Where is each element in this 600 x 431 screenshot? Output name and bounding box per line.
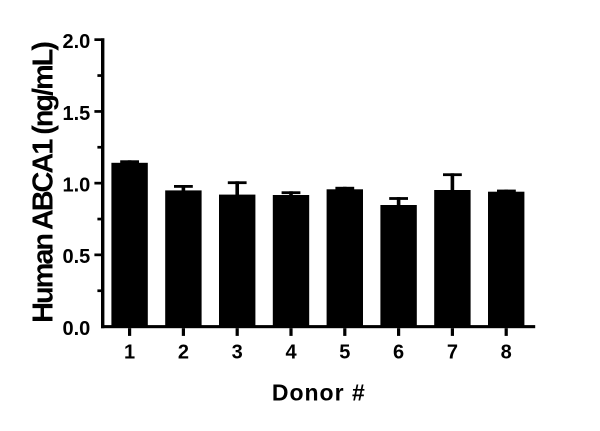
svg-text:2: 2: [178, 341, 189, 363]
svg-text:1.5: 1.5: [62, 103, 90, 125]
svg-text:4: 4: [285, 341, 297, 363]
svg-text:8: 8: [501, 341, 512, 363]
svg-text:0.0: 0.0: [62, 318, 90, 340]
svg-text:1: 1: [124, 341, 135, 363]
svg-text:Human ABCA1 (ng/mL): Human ABCA1 (ng/mL): [28, 42, 60, 323]
svg-text:1.0: 1.0: [62, 175, 90, 197]
svg-text:2.0: 2.0: [62, 31, 90, 53]
svg-text:0.5: 0.5: [62, 246, 90, 268]
svg-text:Donor #: Donor #: [272, 380, 366, 406]
svg-text:3: 3: [232, 341, 243, 363]
svg-text:7: 7: [447, 341, 458, 363]
svg-text:6: 6: [393, 341, 404, 363]
svg-text:5: 5: [339, 341, 350, 363]
